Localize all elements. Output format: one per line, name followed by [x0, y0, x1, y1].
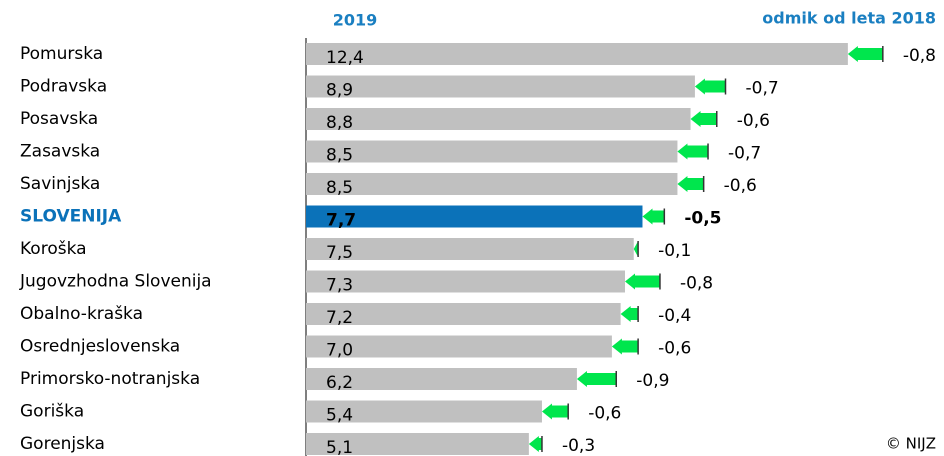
- category-label: Pomurska: [20, 44, 103, 64]
- change-arrow: [694, 78, 726, 95]
- change-arrow: [576, 371, 617, 387]
- change-label: -0,5: [684, 209, 721, 229]
- category-label: Obalno-kraška: [20, 304, 143, 324]
- value-label: 8,8: [326, 113, 353, 133]
- bar: [306, 140, 678, 163]
- change-label: -0,8: [680, 274, 713, 294]
- change-label: -0,6: [724, 176, 757, 196]
- bar: [306, 205, 643, 228]
- value-label: 7,0: [326, 341, 353, 361]
- value-label: 7,2: [326, 308, 353, 328]
- change-label: -0,6: [588, 404, 621, 424]
- value-label: 12,4: [326, 48, 364, 68]
- category-label: Posavska: [20, 109, 98, 129]
- change-label: -0,4: [658, 306, 691, 326]
- category-label: Goriška: [20, 402, 84, 422]
- change-label: -0,7: [746, 79, 779, 99]
- value-label: 6,2: [326, 373, 353, 393]
- category-label: Savinjska: [20, 174, 100, 194]
- category-label: Koroška: [20, 239, 87, 259]
- bar: [306, 75, 695, 98]
- bar: [306, 108, 691, 130]
- value-label: 7,7: [326, 211, 356, 231]
- change-arrow: [642, 208, 665, 225]
- change-arrow: [847, 46, 883, 62]
- value-label: 5,4: [326, 406, 353, 426]
- change-label: -0,3: [562, 436, 595, 456]
- change-arrow: [677, 176, 704, 192]
- change-label: -0,6: [658, 339, 691, 359]
- bar: [306, 400, 542, 423]
- value-label: 8,9: [326, 81, 353, 101]
- change-label: -0,8: [903, 46, 936, 66]
- bar: [306, 173, 678, 195]
- change-arrow: [620, 306, 639, 322]
- bar: [306, 270, 625, 293]
- change-arrow: [528, 436, 542, 452]
- bar: [306, 303, 621, 325]
- category-label: SLOVENIJA: [20, 207, 122, 227]
- change-arrow: [677, 143, 709, 160]
- bar: [306, 238, 634, 260]
- value-label: 7,3: [326, 276, 353, 296]
- value-label: 8,5: [326, 178, 353, 198]
- change-label: -0,9: [636, 371, 669, 391]
- category-label: Zasavska: [20, 142, 100, 162]
- category-label: Jugovzhodna Slovenija: [19, 272, 212, 292]
- category-label: Primorsko-notranjska: [20, 369, 200, 389]
- series-header: 2019: [333, 11, 378, 30]
- bar: [306, 433, 529, 455]
- bar: [306, 335, 612, 358]
- value-label: 8,5: [326, 146, 353, 166]
- category-label: Podravska: [20, 77, 107, 97]
- value-label: 7,5: [326, 243, 353, 263]
- bar: [306, 43, 848, 65]
- change-arrow: [633, 241, 639, 257]
- bar: [306, 368, 577, 390]
- change-label: -0,6: [737, 111, 770, 131]
- category-label: Osrednjeslovenska: [20, 337, 180, 357]
- change-label: -0,7: [728, 144, 761, 164]
- series-header: odmik od leta 2018: [762, 9, 936, 28]
- change-arrow: [625, 273, 660, 290]
- value-label: 5,1: [326, 438, 353, 456]
- change-arrow: [690, 111, 717, 127]
- change-arrow: [611, 338, 639, 355]
- source: © NIJZ: [886, 435, 936, 453]
- category-label: Gorenjska: [20, 434, 105, 454]
- change-arrow: [541, 403, 569, 420]
- change-label: -0,1: [658, 241, 691, 261]
